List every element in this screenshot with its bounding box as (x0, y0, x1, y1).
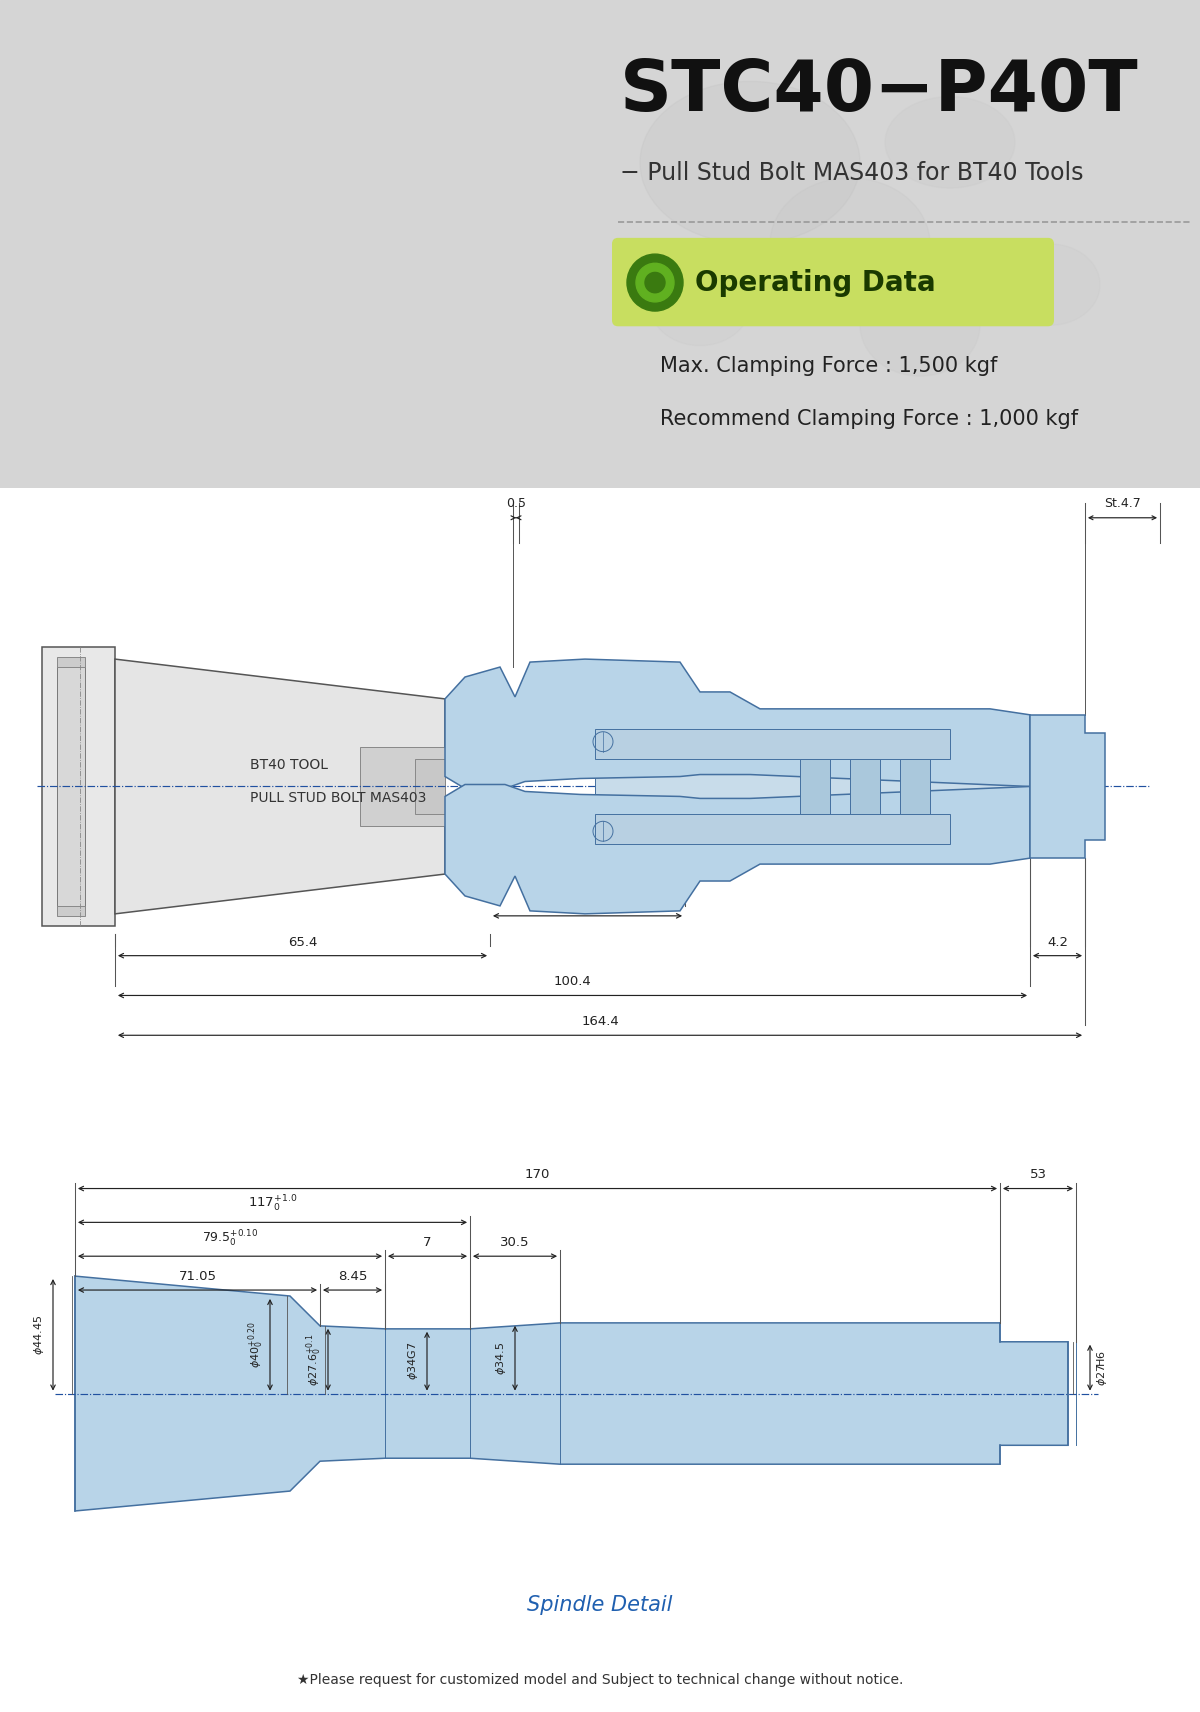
Text: $79.5^{+0.10}_{0}$: $79.5^{+0.10}_{0}$ (202, 1229, 258, 1250)
Text: $\phi40^{+0.20}_{0}$: $\phi40^{+0.20}_{0}$ (246, 1322, 266, 1368)
Text: 71.05: 71.05 (179, 1270, 216, 1282)
Ellipse shape (770, 178, 930, 310)
Text: St.4.7: St.4.7 (1104, 496, 1141, 510)
Text: Spindle Detail: Spindle Detail (527, 1594, 673, 1614)
Bar (360, 746, 445, 827)
Bar (595, 815, 950, 844)
Text: 8.45: 8.45 (338, 1270, 367, 1282)
Text: ★Please request for customized model and Subject to technical change without not: ★Please request for customized model and… (296, 1673, 904, 1686)
Text: 35: 35 (580, 895, 596, 909)
Circle shape (636, 264, 674, 301)
Text: 100.4: 100.4 (553, 976, 592, 988)
Text: 28: 28 (559, 856, 576, 870)
Bar (1070, 1342, 1078, 1445)
Ellipse shape (1000, 243, 1100, 325)
Bar (58, 657, 85, 668)
Text: 164.4: 164.4 (581, 1015, 619, 1029)
Ellipse shape (886, 96, 1015, 188)
Text: $\phi$44.45: $\phi$44.45 (32, 1315, 46, 1354)
Bar (800, 758, 830, 815)
Text: 53: 53 (1030, 1168, 1046, 1181)
Text: 4.2: 4.2 (1046, 936, 1068, 948)
Polygon shape (445, 784, 1030, 914)
Text: 65.4: 65.4 (288, 936, 317, 948)
Polygon shape (74, 1275, 1068, 1512)
Text: 30.5: 30.5 (500, 1236, 529, 1250)
Bar (42, 647, 115, 926)
Bar (595, 719, 1030, 854)
Text: $\phi27.6^{+0.1}_{0}$: $\phi27.6^{+0.1}_{0}$ (305, 1334, 324, 1387)
Circle shape (628, 253, 683, 312)
FancyBboxPatch shape (612, 238, 1054, 327)
Ellipse shape (650, 264, 750, 346)
Text: $\phi$27H6: $\phi$27H6 (1096, 1349, 1109, 1385)
Text: Operating Data: Operating Data (695, 269, 936, 296)
Polygon shape (115, 659, 445, 914)
Text: Max. Clamping Force : 1,500 kgf: Max. Clamping Force : 1,500 kgf (660, 356, 997, 377)
Text: 7: 7 (424, 1236, 432, 1250)
Bar (58, 906, 85, 916)
Circle shape (646, 272, 665, 293)
Polygon shape (1030, 716, 1105, 858)
Bar (58, 664, 85, 907)
Bar (850, 758, 880, 815)
Bar (415, 758, 445, 815)
Text: BT40 TOOL: BT40 TOOL (250, 757, 328, 772)
Text: 170: 170 (524, 1168, 550, 1181)
Text: 0.5: 0.5 (506, 496, 526, 510)
Text: − Pull Stud Bolt MAS403 for BT40 Tools: − Pull Stud Bolt MAS403 for BT40 Tools (620, 161, 1084, 185)
Text: Recommend Clamping Force : 1,000 kgf: Recommend Clamping Force : 1,000 kgf (660, 409, 1078, 428)
Bar (900, 758, 930, 815)
Text: PULL STUD BOLT MAS403: PULL STUD BOLT MAS403 (250, 791, 426, 805)
Text: STC40−P40T: STC40−P40T (620, 56, 1139, 127)
Ellipse shape (640, 80, 860, 243)
Text: $117^{+1.0}_{0}$: $117^{+1.0}_{0}$ (248, 1195, 298, 1214)
Ellipse shape (860, 274, 980, 377)
Text: $\phi$34G7: $\phi$34G7 (406, 1342, 420, 1380)
Text: $\phi$34.5: $\phi$34.5 (494, 1342, 508, 1375)
Bar (595, 729, 950, 758)
Polygon shape (445, 659, 1030, 789)
